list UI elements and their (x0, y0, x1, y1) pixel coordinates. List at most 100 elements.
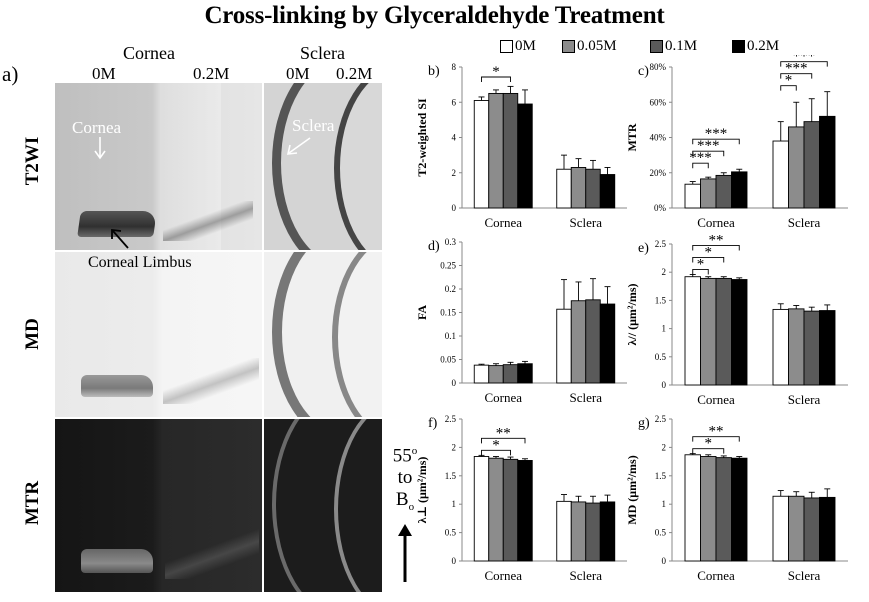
limbus-annotation: Corneal Limbus (88, 254, 192, 271)
bar-g-cornea-01M (715, 457, 732, 562)
bar-f-cornea-0M (473, 456, 490, 562)
bar-b-cornea-02M (517, 103, 533, 209)
significance-bracket-g (692, 436, 740, 442)
sclera-arrow-icon (286, 137, 311, 155)
significance-bracket-c (692, 150, 725, 157)
legend-label: 0M (515, 38, 536, 54)
legend-item-02m: 0.2M (732, 38, 779, 55)
x-tick-label-g: Cornea (697, 568, 735, 583)
y-tick-label-e: 2 (662, 267, 667, 277)
panel-label-e: e) (638, 241, 649, 256)
significance-label-g: ** (709, 424, 724, 440)
y-axis-label-e: λ// (μm²/ms) (625, 284, 639, 346)
y-tick-label-d: 0.05 (440, 355, 456, 365)
orientation-to: to (397, 467, 413, 489)
bar-g-sclera-0M (772, 495, 789, 562)
legend-swatch (732, 40, 745, 53)
bar-f-cornea-005M (488, 457, 504, 562)
significance-label-f: * (492, 437, 500, 453)
bar-g-cornea-0M (684, 454, 701, 562)
row-label-md-wrap: MD (8, 318, 58, 350)
y-tick-label-e: 0.5 (655, 352, 667, 362)
legend-swatch (500, 40, 513, 53)
bar-b-sclera-01M (585, 168, 601, 209)
significance-label-g: * (705, 436, 713, 452)
mtr-sclera-image (264, 419, 382, 592)
mtr-cornea-image (55, 419, 262, 592)
bar-e-sclera-005M (788, 308, 805, 386)
legend-swatch (650, 40, 663, 53)
y-tick-label-b: 6 (452, 97, 457, 107)
bar-b-sclera-02M (599, 174, 616, 209)
panel-label-c: c) (638, 64, 649, 79)
bar-d-sclera-005M (570, 300, 587, 384)
bar-g-sclera-02M (819, 496, 836, 562)
significance-label-c: *** (697, 138, 720, 154)
significance-bracket-e (692, 257, 725, 263)
bar-e-sclera-0M (772, 308, 789, 386)
y-axis-label-g: MD (μm²/ms) (625, 455, 639, 524)
legend-label: 0.1M (665, 38, 698, 54)
x-tick-label-b: Sclera (570, 215, 603, 230)
y-tick-label-f: 2.5 (445, 414, 457, 424)
legend-label: 0.2M (747, 38, 780, 54)
y-tick-label-b: 0 (452, 203, 457, 213)
y-tick-label-c: 80% (650, 62, 667, 72)
orientation-angle-value: 55 (392, 445, 412, 467)
y-tick-label-e: 1 (662, 324, 667, 334)
y-tick-label-e: 1.5 (655, 295, 667, 305)
significance-bracket-c (780, 61, 828, 67)
panel-label-d: d) (428, 239, 440, 254)
bar-d-cornea-0M (473, 364, 490, 384)
y-tick-label-d: 0.2 (445, 284, 456, 294)
bar-e-cornea-005M (700, 277, 717, 386)
bar-d-sclera-01M (585, 299, 601, 384)
significance-label-f: ** (496, 425, 511, 441)
row-label-t2wi-wrap: T2WI (8, 137, 58, 186)
bar-e-cornea-0M (684, 276, 701, 386)
y-axis-label-f: λ⊥ (μm²/ms) (415, 457, 429, 524)
bar-f-cornea-01M (502, 458, 519, 562)
figure-title: Cross-linking by Glyceraldehyde Treatmen… (204, 2, 665, 29)
row-label-t2wi: T2WI (22, 136, 43, 186)
significance-label-c: *** (705, 126, 728, 142)
t2wi-sclera-image (264, 83, 382, 250)
bar-d-sclera-02M (599, 303, 616, 384)
y-tick-label-f: 1.5 (445, 471, 457, 481)
significance-label-c: *** (689, 150, 712, 166)
t2wi-cornea-image (55, 83, 262, 250)
orientation-field-letter: B (395, 489, 409, 511)
y-tick-label-f: 2 (452, 442, 457, 452)
bar-e-sclera-02M (819, 310, 836, 386)
y-tick-label-d: 0.15 (440, 308, 456, 318)
significance-label-c: *** (785, 61, 808, 77)
x-tick-label-e: Sclera (788, 392, 821, 407)
y-tick-label-d: 0.25 (440, 261, 456, 271)
x-tick-label-c: Cornea (697, 215, 735, 230)
y-tick-label-b: 2 (452, 168, 457, 178)
bar-b-cornea-005M (488, 92, 504, 209)
md-cornea-image (55, 252, 262, 417)
bar-d-sclera-0M (556, 308, 572, 384)
orientation-degree: o (411, 445, 418, 457)
bar-b-sclera-0M (556, 168, 572, 209)
legend-item-0m: 0M (500, 38, 536, 55)
cornea-annotation: Cornea (72, 118, 122, 137)
y-axis-label-d: FA (415, 305, 429, 320)
cornea-column-label: Cornea (123, 43, 175, 63)
orientation-field-sub: o (408, 501, 415, 514)
y-tick-label-g: 1.5 (655, 471, 667, 481)
row-label-mtr-wrap: MTR (8, 481, 58, 525)
sclera-column-label: Sclera (300, 43, 345, 63)
bar-b-cornea-01M (502, 92, 519, 209)
y-tick-label-g: 2 (662, 442, 667, 452)
bar-d-cornea-005M (488, 365, 504, 384)
legend-swatch (562, 40, 575, 53)
significance-bracket-g (692, 448, 725, 454)
bar-f-sclera-02M (599, 501, 616, 562)
sclera-02m-label: 0.2M (336, 64, 373, 83)
legend-item-01m: 0.1M (650, 38, 697, 55)
y-tick-label-e: 2.5 (655, 239, 667, 249)
bar-c-cornea-02M (731, 171, 748, 209)
